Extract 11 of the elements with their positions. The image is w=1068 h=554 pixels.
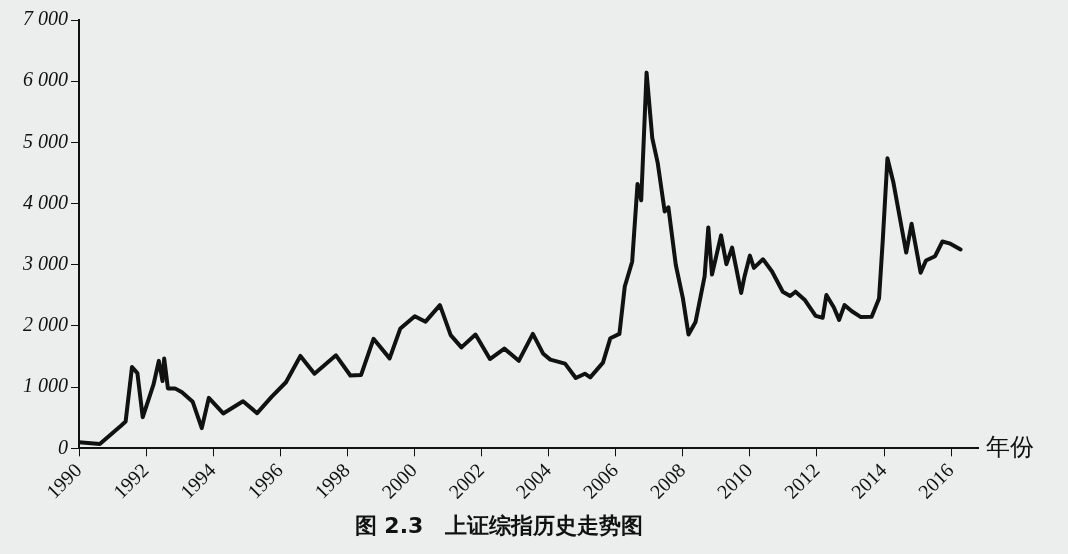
x-axis-title: 年份 — [986, 432, 1034, 461]
y-tick-label: 4 000 — [23, 190, 68, 213]
y-tick-label: 1 000 — [23, 374, 68, 397]
text: 图 2.3 上证综指历史走势图 — [354, 512, 644, 538]
x-tick-label: 1998 — [310, 458, 354, 503]
y-tick-label: 2 000 — [23, 313, 68, 336]
y-tick-label: 0 — [58, 435, 68, 458]
y-tick-label: 3 000 — [22, 252, 68, 275]
y-tick-label: 7 000 — [23, 7, 68, 30]
y-tick-label: 6 000 — [23, 68, 68, 91]
y-tick-label: 5 000 — [23, 129, 68, 152]
